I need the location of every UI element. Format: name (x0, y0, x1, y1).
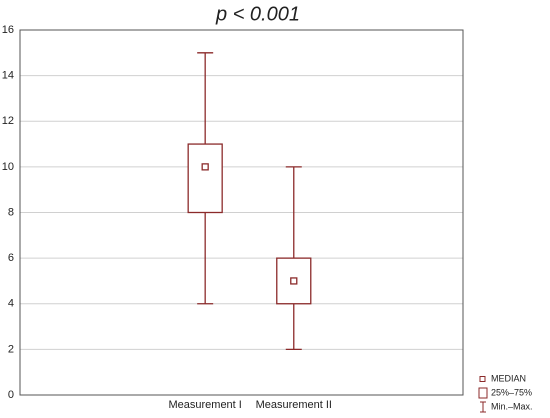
legend-swatch (479, 376, 486, 382)
plot-frame (19, 29, 464, 396)
y-tick-label: 10 (2, 161, 14, 173)
x-tick-label: Measurement II (256, 399, 332, 411)
x-tick-label: Measurement I (168, 399, 241, 411)
median-marker (201, 163, 209, 171)
legend-label: MEDIAN (491, 373, 526, 383)
legend-label: 25%–75% (491, 387, 532, 397)
chart-title: p < 0.001 (215, 3, 300, 25)
y-tick-label: 16 (2, 24, 14, 36)
y-tick-label: 6 (8, 252, 14, 264)
box (187, 143, 223, 214)
legend: MEDIAN 25%–75% Min.–Max. (478, 373, 533, 413)
y-tick-label: 14 (2, 70, 14, 82)
legend-swatch (478, 387, 488, 399)
median-marker (290, 277, 298, 285)
y-tick-label: 4 (8, 298, 14, 310)
y-tick-label: 12 (2, 115, 14, 127)
y-tick-label: 2 (8, 343, 14, 355)
y-tick-label: 0 (8, 389, 14, 401)
legend-label: Min.–Max. (491, 401, 533, 411)
y-tick-label: 8 (8, 206, 14, 218)
